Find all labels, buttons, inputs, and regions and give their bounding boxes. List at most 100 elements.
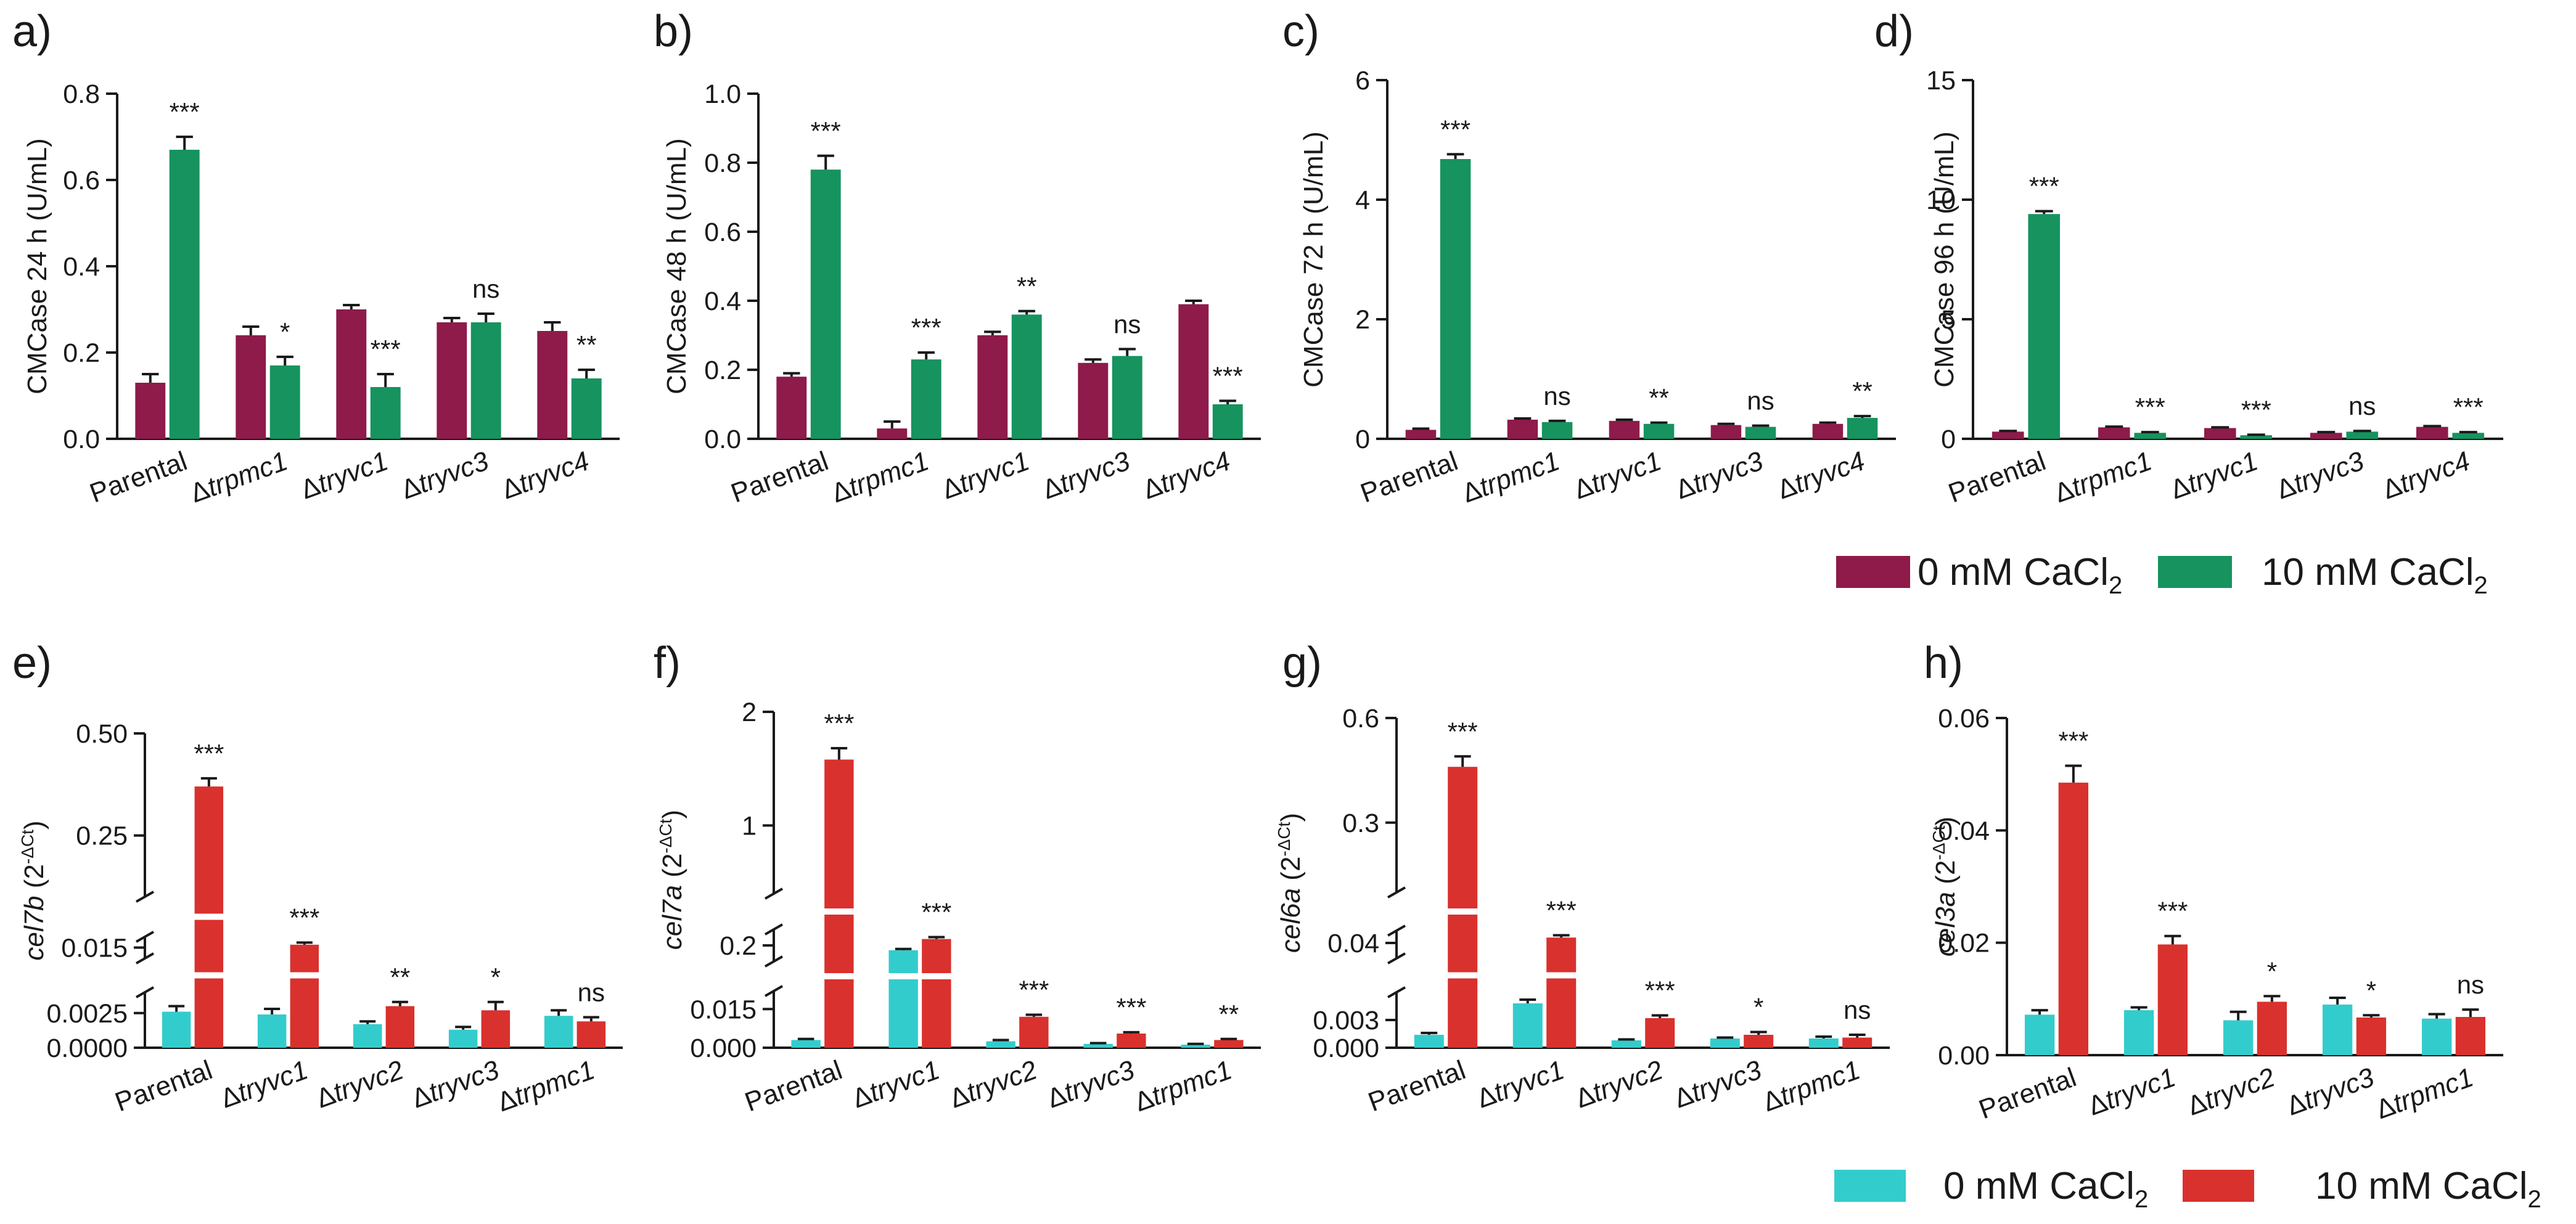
bar-10mM-3: [1645, 1018, 1675, 1048]
x-category-label: Δtrpmc1: [2051, 446, 2156, 508]
x-category-gene: tryvc3: [414, 446, 493, 499]
x-category-label: Δtryvc1: [297, 446, 392, 505]
legend-bottom-label-10mM-sub: 2: [2528, 1186, 2541, 1213]
significance-label: *: [2366, 976, 2376, 1005]
bar-0mM-4: [1083, 1043, 1113, 1048]
y-tick-label: 2: [1355, 305, 1370, 335]
y-tick-label: 0.6: [63, 166, 100, 195]
bar-10mM-4: [2346, 431, 2379, 439]
bar-10mM-3: [1643, 423, 1675, 439]
panel-g: g) 0.0000.003 0.04 0.3 0.6 cel6a (2-ΔCt) *** Pa…: [1274, 639, 1890, 1117]
y-tick-label: 0.003: [1313, 1006, 1379, 1035]
legend-bottom-label-0mM: 0 mM CaCl: [1943, 1165, 2135, 1207]
panel-e: e) 0.0000 0.0025 0.015 0.25 0.50 cel7b (2-ΔCt)…: [12, 639, 623, 1117]
bar-break-gap: [1546, 972, 1577, 979]
significance-label: **: [390, 963, 410, 992]
bar-10mM-1: [1448, 767, 1478, 1048]
significance-label: ***: [911, 313, 941, 342]
bar-10mM-3: [2240, 435, 2273, 439]
bar-0mM-2: [877, 428, 908, 439]
bar-10mM-4: [1744, 1035, 1774, 1048]
x-category-gene: trpmc1: [2389, 1062, 2477, 1119]
panel-label-h: h): [1924, 639, 1963, 688]
bar-10mM-1: [2058, 782, 2089, 1055]
legend-top: 0 mM CaCl2 10 mM CaCl2: [1836, 551, 2488, 599]
x-category-label: Parental: [111, 1055, 216, 1117]
bar-10mM-1: [810, 169, 841, 439]
panel-label-a: a): [12, 7, 52, 56]
x-category-gene: trpmc1: [2067, 446, 2156, 502]
bar-10mM-2: [911, 359, 941, 439]
x-category-gene: trpmc1: [1147, 1055, 1236, 1111]
x-category-gene: tryvc4: [1790, 446, 1869, 499]
bar-0mM-2: [2098, 427, 2130, 439]
x-category-label: Δtrpmc1: [1458, 446, 1564, 508]
y-axis-label-gene: cel3a: [1930, 892, 1961, 957]
y-axis-label-exponent: -ΔCt: [18, 830, 37, 864]
significance-label: ***: [1213, 361, 1243, 390]
bar-0mM-5: [2416, 426, 2448, 439]
significance-label: ***: [921, 897, 951, 926]
bar-10mM-2: [2157, 944, 2188, 1055]
x-category-gene: tryvc1: [234, 1055, 312, 1108]
svg-text:10 mM CaCl2: 10 mM CaCl2: [2262, 551, 2488, 599]
significance-label: ***: [371, 335, 401, 364]
bar-0mM-5: [1181, 1044, 1210, 1048]
y-tick-label: 0.6: [704, 218, 741, 247]
x-category-gene: tryvc1: [2183, 446, 2262, 499]
x-category-gene: tryvc4: [1156, 446, 1234, 499]
significance-label: ***: [1116, 993, 1146, 1022]
significance-label: ***: [2029, 172, 2059, 201]
panel-label-c: c): [1282, 7, 1319, 56]
bar-0mM-4: [2310, 433, 2342, 439]
x-category-label: Δtrpmc1: [1131, 1055, 1236, 1117]
bar-10mM-5: [2455, 1017, 2486, 1055]
bar-0mM-3: [336, 309, 367, 439]
x-category-label: Δtryvc1: [2084, 1062, 2180, 1121]
y-axis-label: cel7a (2-ΔCt): [656, 810, 687, 950]
x-category-gene: tryvc3: [1687, 1055, 1766, 1108]
bar-10mM-4: [2356, 1017, 2387, 1055]
y-tick-label: 5: [1941, 305, 1956, 335]
significance-label: ***: [1546, 896, 1577, 925]
x-category-gene: tryvc4: [515, 446, 593, 499]
legend-top-swatch-0mM: [1836, 556, 1910, 588]
bar-0mM-5: [2421, 1018, 2452, 1055]
y-tick-label: 0.2: [720, 931, 757, 961]
bar-10mM-3: [1011, 314, 1042, 439]
x-category-gene: tryvc1: [2101, 1062, 2180, 1115]
y-axis-label-exponent: -ΔCt: [1929, 825, 1948, 860]
y-tick-label: 0.00: [1938, 1041, 1990, 1071]
x-category-label: Parental: [741, 1055, 847, 1117]
y-tick-label: 4: [1355, 186, 1370, 215]
y-tick-label: 0.0025: [46, 999, 128, 1029]
panel-label-d: d): [1874, 7, 1914, 56]
panel-label-f: f): [654, 639, 681, 688]
legend-top-swatch-10mM: [2158, 556, 2232, 588]
significance-label: ***: [2157, 897, 2188, 926]
y-tick-label: 0.04: [1938, 816, 1990, 846]
bar-10mM-4: [470, 322, 501, 439]
bar-10mM-5: [1212, 404, 1243, 439]
bar-0mM-3: [977, 335, 1008, 439]
bar-break-gap: [1447, 972, 1479, 979]
y-axis-label-close: ): [1276, 813, 1306, 822]
panel-f: f) 0.000 0.015 0.2 1 2 cel7a (2-ΔCt) *** Parenta…: [654, 639, 1261, 1117]
y-tick-label: 0.000: [1313, 1034, 1379, 1063]
y-axis-label-close: ): [657, 810, 687, 819]
y-axis-label: CMCase 48 h (U/mL): [662, 138, 692, 394]
bar-10mM-3: [385, 1006, 415, 1048]
bar-0mM-5: [544, 1016, 573, 1048]
significance-label: ***: [170, 97, 200, 126]
x-category-label: Δtrpmc1: [2372, 1062, 2477, 1125]
x-category-label: Parental: [1975, 1062, 2080, 1125]
bar-0mM-5: [1178, 304, 1209, 439]
y-axis-label-exponent: -ΔCt: [656, 818, 675, 853]
legend-top-label-10mM: 10 mM CaCl: [2262, 551, 2474, 594]
axis-break-mark: [765, 985, 783, 997]
panel-c: c) 0 2 4 6 CMCase 72 h (U/mL) *** Parental ns Δtr…: [1282, 7, 1896, 508]
x-category-label: Δtryvc3: [397, 446, 493, 505]
legend-bottom-label-0mM-sub: 2: [2135, 1186, 2148, 1213]
x-category-label: Δtryvc2: [946, 1055, 1041, 1114]
y-tick-label: 0.8: [704, 149, 741, 178]
